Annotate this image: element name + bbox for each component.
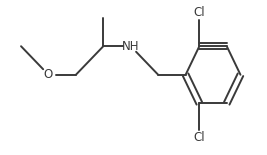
Text: Cl: Cl — [194, 131, 205, 144]
Text: O: O — [44, 68, 53, 81]
Text: NH: NH — [122, 40, 139, 53]
Text: Cl: Cl — [194, 6, 205, 19]
